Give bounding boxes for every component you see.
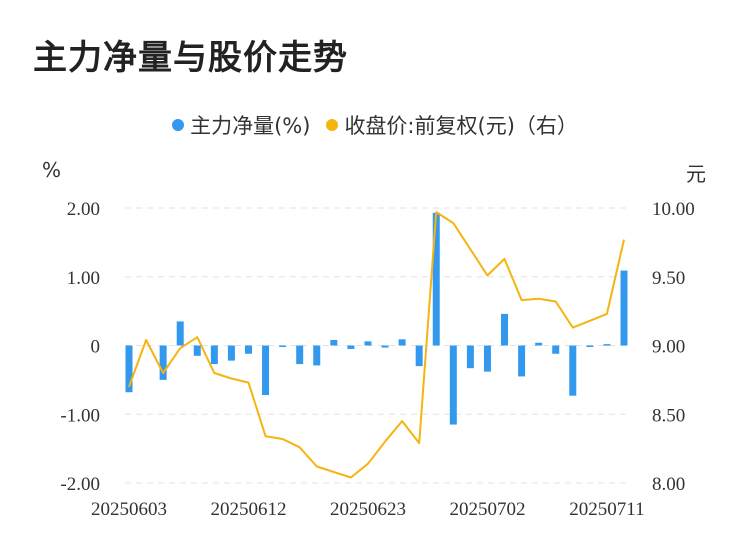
net-bar	[586, 345, 594, 347]
legend-item-price[interactable]: 收盘价:前复权(元)（右）	[326, 110, 578, 140]
price-line	[128, 211, 625, 479]
net-bar	[569, 345, 577, 396]
net-bar	[193, 345, 201, 356]
net-bar	[347, 345, 355, 349]
y-right-tick-label: 10.00	[652, 199, 695, 220]
net-bar	[483, 345, 491, 372]
net-bar	[159, 345, 167, 380]
net-bar	[176, 321, 184, 346]
net-bar	[466, 345, 474, 369]
net-bar	[262, 345, 270, 395]
net-bar	[398, 339, 406, 346]
legend-dot-net	[172, 119, 185, 131]
net-bar	[535, 342, 543, 346]
y-right-tick-label: 8.00	[652, 474, 685, 495]
net-bar	[313, 345, 321, 366]
net-bar	[620, 270, 628, 346]
chart-title: 主力净量与股价走势	[33, 38, 348, 78]
net-bar	[210, 345, 218, 365]
net-bar	[501, 313, 509, 346]
net-bar	[449, 345, 457, 425]
x-tick-label: 20250612	[210, 499, 286, 520]
net-bar	[125, 345, 133, 393]
net-bar	[244, 345, 252, 354]
net-bar	[330, 340, 338, 346]
legend-label-price: 收盘价:前复权(元)（右）	[344, 114, 578, 138]
y-left-tick-label: -1.00	[60, 405, 100, 426]
x-tick-label: 20250711	[569, 499, 644, 520]
x-tick-label: 20250603	[91, 499, 167, 520]
legend-item-net[interactable]: 主力净量(%)	[172, 110, 310, 140]
y-left-tick-label: 1.00	[67, 268, 100, 289]
net-bar	[432, 212, 440, 346]
legend: 主力净量(%) 收盘价:前复权(元)（右）	[0, 110, 750, 140]
net-bar	[227, 345, 235, 361]
right-axis-unit: 元	[686, 162, 706, 186]
net-bar	[603, 344, 611, 346]
y-right-tick-label: 9.00	[652, 337, 685, 358]
legend-label-net: 主力净量(%)	[190, 114, 311, 138]
net-bar	[296, 345, 304, 365]
x-tick-label: 20250623	[330, 499, 406, 520]
x-tick-label: 20250702	[449, 499, 525, 520]
net-bar	[279, 345, 287, 347]
y-right-tick-label: 8.50	[652, 405, 685, 426]
net-bar	[518, 345, 526, 377]
y-left-tick-label: 0	[91, 337, 101, 358]
y-left-tick-label: -2.00	[60, 474, 100, 495]
net-bar	[381, 345, 389, 348]
y-right-tick-label: 9.50	[652, 268, 685, 289]
net-bar	[415, 345, 423, 367]
y-left-tick-label: 2.00	[67, 199, 100, 220]
net-bar	[552, 345, 560, 354]
net-bar	[364, 341, 372, 346]
left-axis-unit: %	[42, 158, 62, 182]
legend-dot-price	[326, 119, 339, 131]
